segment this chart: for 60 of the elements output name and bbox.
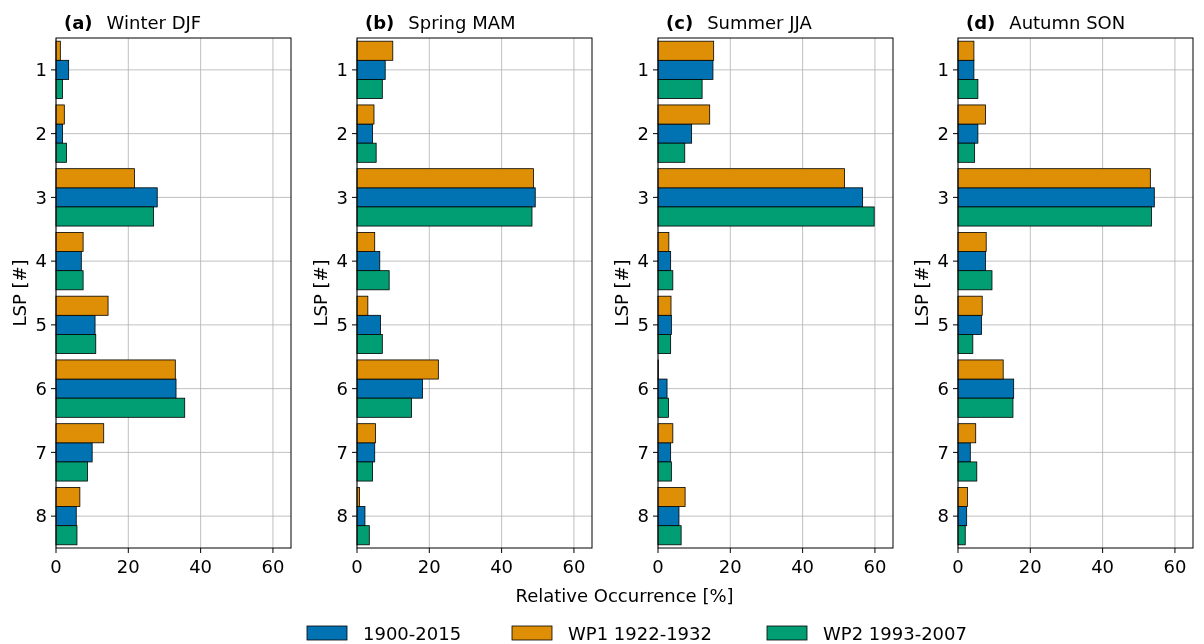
y-tick-label: 8 — [937, 505, 949, 527]
y-tick-label: 8 — [336, 505, 348, 527]
y-tick-label: 4 — [937, 250, 949, 272]
y-tick-label: 7 — [937, 441, 949, 463]
y-tick-label: 1 — [336, 59, 348, 81]
y-tick-label: 7 — [35, 441, 47, 463]
y-tick-label: 2 — [937, 122, 949, 144]
y-axis-title: LSP [#] — [310, 259, 331, 327]
legend-label: WP1 1922-1932 — [568, 623, 712, 644]
x-tick-label: 40 — [791, 556, 815, 577]
y-tick-label: 7 — [336, 441, 348, 463]
x-tick-label: 0 — [50, 556, 62, 577]
y-tick-label: 5 — [637, 314, 649, 336]
y-tick-label: 2 — [637, 122, 649, 144]
x-tick-label: 20 — [417, 556, 441, 577]
y-tick-label: 5 — [937, 314, 949, 336]
x-tick-label: 40 — [189, 556, 213, 577]
y-tick-label: 3 — [35, 186, 47, 208]
x-tick-label: 20 — [718, 556, 742, 577]
y-tick-label: 4 — [35, 250, 47, 272]
y-tick-label: 5 — [35, 314, 47, 336]
x-tick-label: 60 — [1163, 556, 1187, 577]
y-tick-label: 1 — [937, 59, 949, 81]
y-tick-label: 3 — [637, 186, 649, 208]
x-tick-label: 60 — [863, 556, 887, 577]
y-tick-label: 8 — [35, 505, 47, 527]
y-tick-label: 4 — [336, 250, 348, 272]
y-tick-label: 6 — [937, 377, 949, 399]
y-tick-label: 4 — [637, 250, 649, 272]
x-tick-label: 0 — [652, 556, 664, 577]
x-tick-label: 40 — [1091, 556, 1115, 577]
chart-title: (d) Autumn SON — [966, 12, 1126, 33]
x-tick-label: 0 — [351, 556, 363, 577]
y-tick-label: 2 — [35, 122, 47, 144]
y-tick-label: 2 — [336, 122, 348, 144]
y-tick-label: 3 — [336, 186, 348, 208]
y-tick-label: 6 — [637, 377, 649, 399]
y-tick-label: 1 — [637, 59, 649, 81]
legend-label: WP2 1993-2007 — [823, 623, 967, 644]
y-tick-label: 6 — [35, 377, 47, 399]
y-tick-label: 5 — [336, 314, 348, 336]
y-axis-title: LSP [#] — [9, 259, 30, 327]
legend-label: 1900-2015 — [363, 623, 462, 644]
x-tick-label: 0 — [952, 556, 964, 577]
x-tick-label: 20 — [1018, 556, 1042, 577]
chart-title: (a) Winter DJF — [64, 12, 202, 33]
chart-title: (c) Summer JJA — [666, 12, 813, 33]
y-tick-label: 1 — [35, 59, 47, 81]
y-tick-label: 6 — [336, 377, 348, 399]
x-tick-label: 40 — [490, 556, 514, 577]
y-tick-label: 3 — [937, 186, 949, 208]
x-tick-label: 60 — [261, 556, 285, 577]
y-tick-label: 7 — [637, 441, 649, 463]
y-tick-label: 8 — [637, 505, 649, 527]
y-axis-title: LSP [#] — [911, 259, 932, 327]
y-axis-title: LSP [#] — [611, 259, 632, 327]
chart-title: (b) Spring MAM — [365, 12, 516, 33]
x-tick-label: 60 — [562, 556, 586, 577]
x-tick-label: 20 — [116, 556, 140, 577]
x-axis-title: Relative Occurrence [%] — [515, 585, 734, 606]
